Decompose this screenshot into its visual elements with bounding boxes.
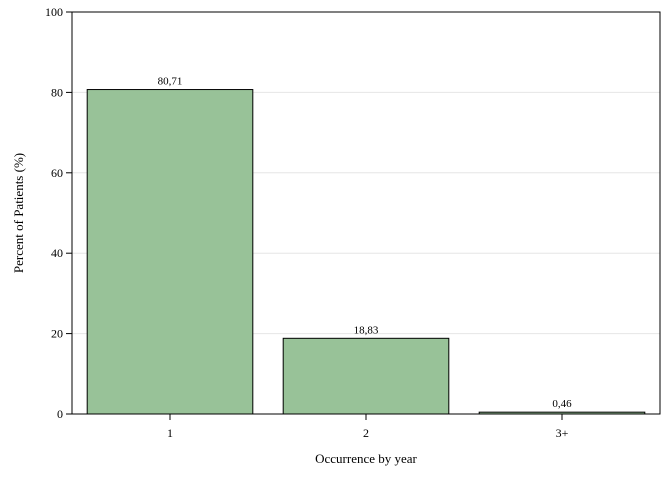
y-tick-label-60: 60	[51, 166, 63, 180]
bar-1	[86, 89, 254, 415]
y-tick-label-80: 80	[51, 85, 63, 99]
plot-frame	[71, 11, 661, 415]
y-tick-label-20: 20	[51, 327, 63, 341]
bar-2	[282, 337, 450, 415]
bars	[86, 89, 646, 415]
x-tick-label-3+: 3+	[556, 426, 569, 440]
x-tick-label-1: 1	[167, 426, 173, 440]
data-label-3+: 0,46	[552, 398, 572, 410]
x-tick-label-2: 2	[363, 426, 369, 440]
data-label-2: 18,83	[354, 324, 379, 336]
y-axis-title: Percent of Patients (%)	[11, 153, 26, 273]
y-tick-label-40: 40	[51, 246, 63, 260]
x-axis-title: Occurrence by year	[315, 451, 417, 466]
y-tick-label-100: 100	[45, 5, 63, 19]
y-tick-label-0: 0	[57, 407, 63, 421]
data-label-1: 80,71	[158, 76, 183, 88]
data-labels: 80,71 18,83 0,46	[158, 76, 573, 411]
axes: 1 2 3+ 0 20 40 60 80 100	[45, 5, 661, 440]
